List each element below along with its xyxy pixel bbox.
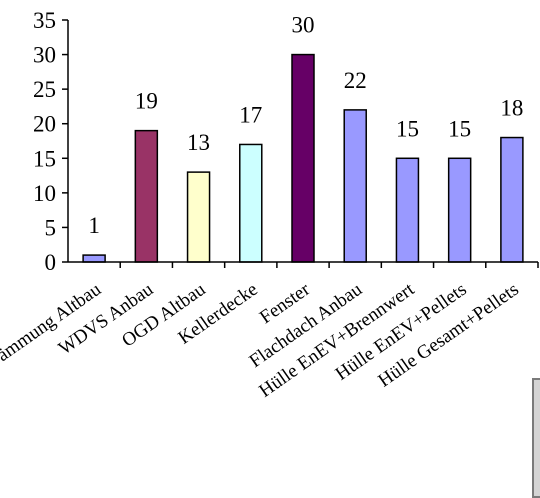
window-corner-fragment [532, 378, 540, 498]
bar [395, 157, 420, 263]
y-tick-label: 10 [33, 181, 56, 206]
bar [239, 143, 263, 263]
data-label: 1 [88, 213, 100, 238]
bar [343, 109, 367, 263]
y-tick-label: 15 [33, 146, 56, 171]
y-tick-label: 5 [45, 215, 57, 240]
bars: 1 19 13 17 30 22 15 15 18 [82, 13, 524, 263]
bar [500, 136, 524, 263]
y-tick-label: 25 [33, 77, 56, 102]
bar [447, 157, 472, 263]
data-label: 19 [135, 89, 158, 114]
bar [82, 254, 106, 263]
data-label: 30 [292, 13, 315, 38]
y-axis: 0 5 10 15 20 25 30 35 [33, 8, 69, 275]
bar [134, 129, 159, 263]
y-tick-label: 30 [33, 43, 56, 68]
data-label: 22 [344, 68, 367, 93]
y-tick-label: 0 [45, 250, 57, 275]
data-label: 15 [396, 116, 419, 141]
data-label: 17 [239, 102, 262, 127]
data-label: 18 [500, 96, 523, 121]
y-tick-label: 35 [33, 8, 56, 33]
data-label: 13 [187, 130, 210, 155]
data-label: 15 [448, 116, 471, 141]
y-tick-label: 20 [33, 112, 56, 137]
bar [186, 171, 211, 263]
bar [291, 53, 315, 263]
